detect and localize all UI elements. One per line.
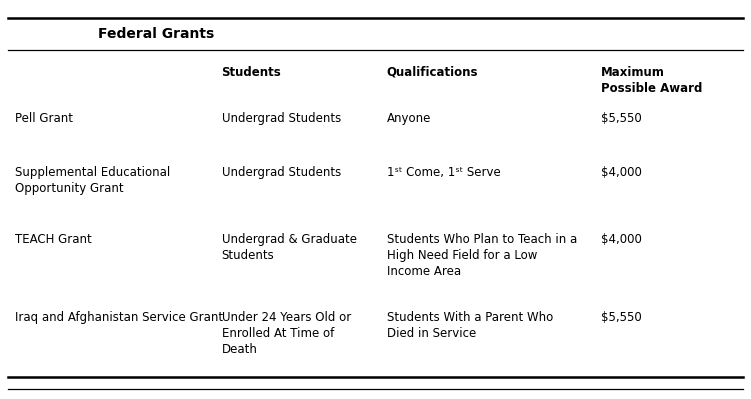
Text: Students Who Plan to Teach in a
High Need Field for a Low
Income Area: Students Who Plan to Teach in a High Nee…	[387, 233, 577, 279]
Text: Undergrad & Graduate
Students: Undergrad & Graduate Students	[222, 233, 357, 263]
Text: TEACH Grant: TEACH Grant	[15, 233, 92, 247]
Text: 1ˢᵗ Come, 1ˢᵗ Serve: 1ˢᵗ Come, 1ˢᵗ Serve	[387, 166, 500, 179]
Text: Undergrad Students: Undergrad Students	[222, 166, 341, 179]
Text: Qualifications: Qualifications	[387, 66, 478, 79]
Text: $5,550: $5,550	[601, 311, 641, 324]
Text: $4,000: $4,000	[601, 166, 641, 179]
Text: Pell Grant: Pell Grant	[15, 112, 73, 125]
Text: $4,000: $4,000	[601, 233, 641, 247]
Text: Under 24 Years Old or
Enrolled At Time of
Death: Under 24 Years Old or Enrolled At Time o…	[222, 311, 351, 356]
Text: Iraq and Afghanistan Service Grant: Iraq and Afghanistan Service Grant	[15, 311, 223, 324]
Text: Supplemental Educational
Opportunity Grant: Supplemental Educational Opportunity Gra…	[15, 166, 170, 195]
Text: $5,550: $5,550	[601, 112, 641, 125]
Text: Anyone: Anyone	[387, 112, 431, 125]
Text: Students: Students	[222, 66, 282, 79]
Text: Students With a Parent Who
Died in Service: Students With a Parent Who Died in Servi…	[387, 311, 553, 340]
Text: Maximum
Possible Award: Maximum Possible Award	[601, 66, 702, 95]
Text: Federal Grants: Federal Grants	[98, 27, 214, 41]
Text: Undergrad Students: Undergrad Students	[222, 112, 341, 125]
